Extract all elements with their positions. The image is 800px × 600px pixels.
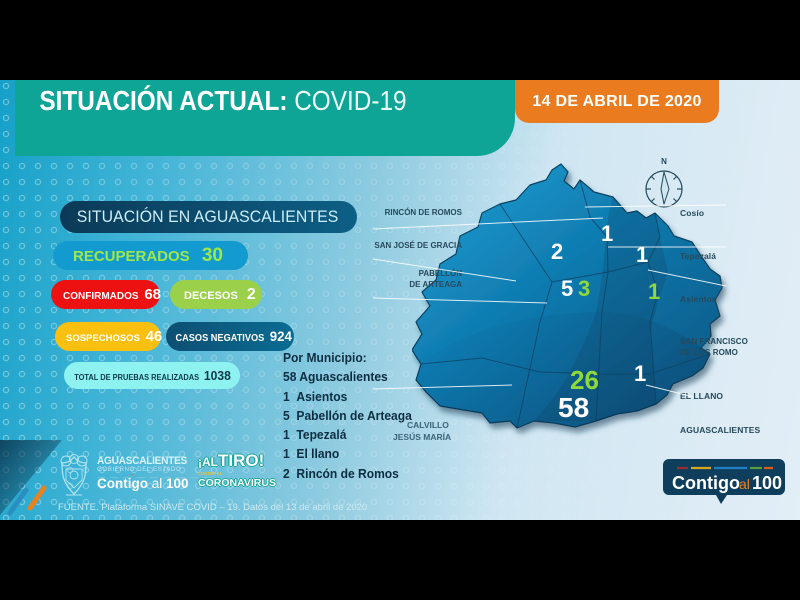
svg-text:Contigo: Contigo [672,473,740,493]
svg-text:al: al [739,476,750,492]
svg-text:N: N [661,157,667,166]
svg-text:100: 100 [752,473,782,493]
